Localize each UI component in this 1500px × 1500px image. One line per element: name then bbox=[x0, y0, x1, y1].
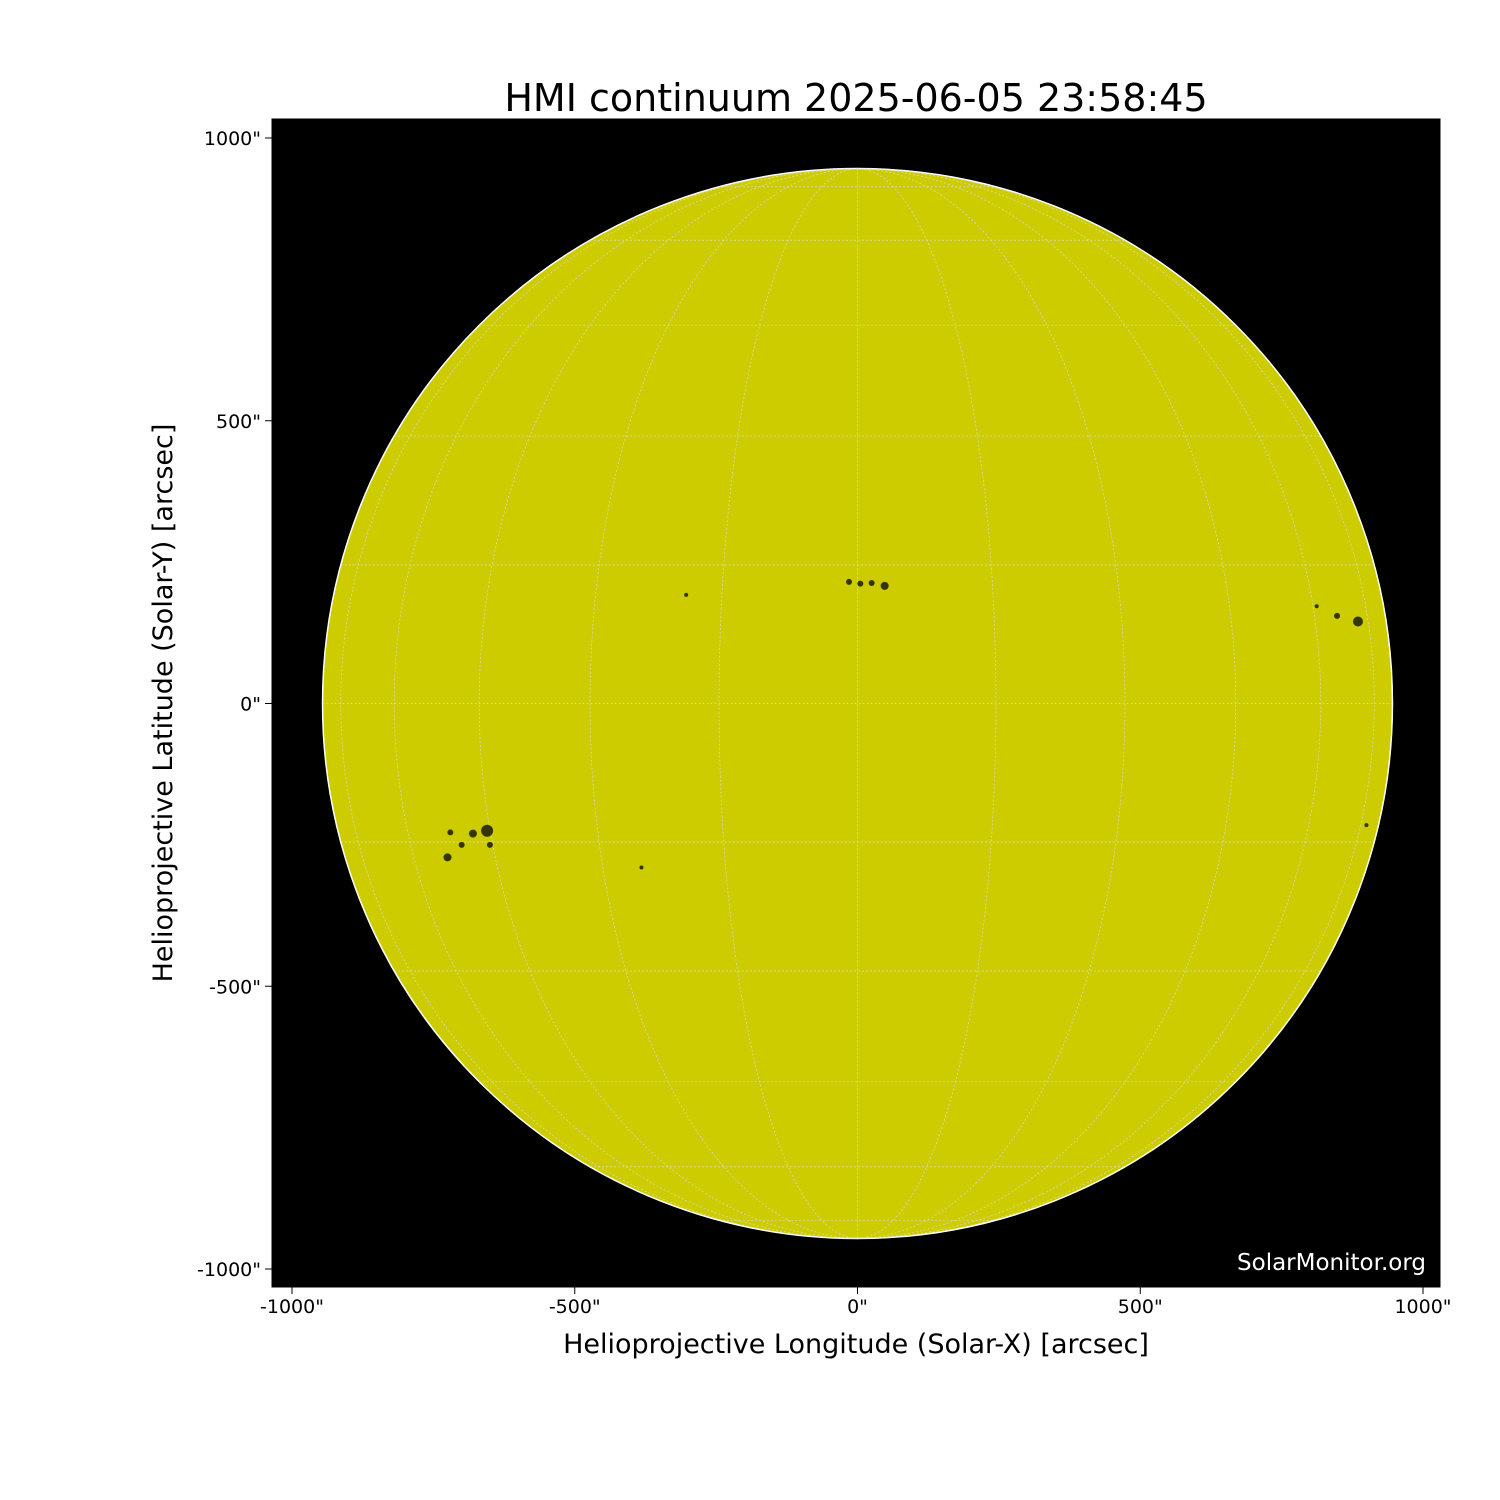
x-axis-label: Helioprojective Longitude (Solar-X) [arc… bbox=[563, 1329, 1149, 1360]
chart-title: HMI continuum 2025-06-05 23:58:45 bbox=[504, 76, 1207, 120]
sunspot bbox=[857, 580, 864, 587]
longitude-line bbox=[718, 168, 858, 1239]
sunspot bbox=[846, 578, 853, 585]
y-tick-label: -500" bbox=[209, 976, 261, 998]
sunspot bbox=[1314, 604, 1319, 609]
sunspot bbox=[868, 580, 875, 587]
x-tick-label: -1000" bbox=[260, 1296, 324, 1318]
sunspot bbox=[447, 829, 454, 836]
coordinate-grid bbox=[322, 168, 1393, 1239]
y-axis-label: Helioprojective Latitude (Solar-Y) [arcs… bbox=[148, 424, 179, 983]
longitude-line bbox=[857, 168, 997, 1239]
sunspot bbox=[639, 865, 644, 870]
x-tick-label: -500" bbox=[549, 1296, 601, 1318]
sunspot bbox=[1352, 616, 1363, 627]
sunspot bbox=[1364, 823, 1369, 828]
y-tick-label: 500" bbox=[216, 411, 261, 433]
x-tick-label: 500" bbox=[1118, 1296, 1163, 1318]
y-tick-label: 0" bbox=[240, 694, 261, 716]
sunspots bbox=[443, 578, 1369, 870]
x-tick-label: 1000" bbox=[1394, 1296, 1451, 1318]
sunspot bbox=[468, 829, 477, 838]
sunspot bbox=[880, 581, 889, 590]
y-tick-label: 1000" bbox=[204, 128, 261, 150]
x-tick-label: 0" bbox=[847, 1296, 868, 1318]
sunspot bbox=[458, 841, 465, 848]
y-tick-label: -1000" bbox=[197, 1259, 261, 1281]
sunspot bbox=[486, 841, 493, 848]
sunspot bbox=[481, 824, 494, 837]
sunspot bbox=[684, 592, 689, 597]
sunspot bbox=[1334, 612, 1341, 619]
sunspot bbox=[443, 853, 452, 862]
watermark: SolarMonitor.org bbox=[1237, 1250, 1426, 1276]
axis-ticks: -1000" -500" 0" 500" 1000" 1000" 500" 0" -500" -1… bbox=[197, 128, 1452, 1318]
